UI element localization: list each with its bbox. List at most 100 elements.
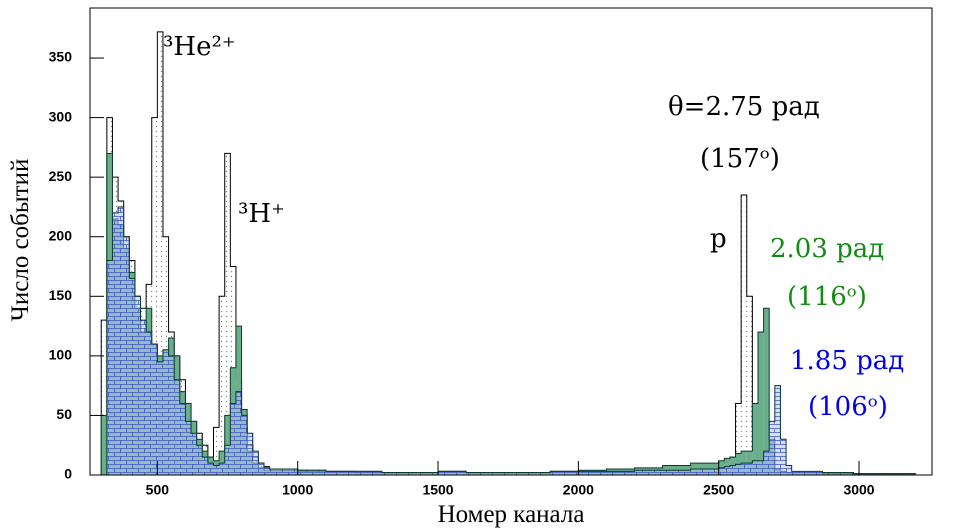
annotation: (116ᵒ) — [787, 282, 867, 312]
bar — [381, 472, 410, 475]
bar — [162, 349, 169, 475]
bar — [207, 463, 214, 475]
bar — [550, 471, 579, 475]
annotation: p — [710, 224, 727, 254]
bar — [763, 308, 770, 475]
y-tick-label: 200 — [49, 227, 73, 243]
bar — [101, 320, 107, 475]
bar — [578, 471, 607, 475]
bar — [494, 472, 523, 475]
bar — [185, 421, 192, 475]
bar — [235, 391, 242, 475]
bar — [718, 467, 725, 475]
bar — [780, 439, 787, 475]
bar — [438, 471, 467, 475]
y-tick-label: 0 — [64, 466, 72, 482]
y-tick-label: 50 — [56, 406, 72, 422]
x-tick-label: 1000 — [282, 482, 313, 498]
x-tick-label: 1500 — [422, 482, 453, 498]
bar — [724, 466, 730, 475]
bar — [219, 296, 225, 475]
bar — [230, 403, 236, 475]
annotation: ³H⁺ — [238, 199, 285, 229]
bar — [112, 212, 119, 476]
bar — [884, 473, 916, 475]
annotation: (157ᵒ) — [700, 144, 780, 174]
bar — [786, 465, 792, 475]
bar — [741, 195, 747, 475]
bar — [258, 463, 265, 475]
bar — [264, 467, 270, 475]
bar — [735, 464, 742, 475]
bar — [241, 415, 248, 475]
bar — [741, 463, 747, 475]
bar — [757, 460, 764, 475]
bar — [168, 355, 175, 475]
bar — [757, 332, 764, 475]
histogram-outline — [101, 206, 916, 476]
x-tick-label: 2000 — [563, 482, 594, 498]
bar — [752, 460, 758, 475]
bar — [763, 451, 770, 475]
histogram-series — [101, 206, 916, 476]
x-axis-label: Номер канала — [438, 501, 585, 528]
legend-label: 2.03 рад — [770, 234, 884, 264]
bar — [634, 470, 663, 475]
bar — [791, 471, 823, 475]
bar — [297, 470, 326, 475]
bar — [735, 403, 742, 475]
bar — [129, 278, 135, 475]
bar — [123, 236, 130, 475]
bar — [134, 296, 141, 475]
x-tick-label: 500 — [146, 482, 170, 498]
bar — [118, 206, 124, 475]
y-tick-label: 150 — [49, 287, 73, 303]
annotation: (106ᵒ) — [808, 392, 888, 422]
bar — [662, 470, 691, 475]
plot-frame — [89, 7, 933, 476]
bar — [196, 445, 203, 475]
bar — [224, 153, 231, 475]
bar — [752, 403, 758, 475]
bar — [409, 472, 439, 475]
bar — [325, 471, 354, 475]
plot-area — [100, 31, 916, 476]
bar — [140, 320, 147, 475]
bar — [157, 361, 163, 475]
annotation: ³He²⁺ — [163, 32, 236, 62]
bar — [247, 433, 253, 475]
bar — [174, 379, 180, 475]
bar — [101, 415, 107, 475]
legend-label: θ=2.75 рад — [668, 92, 820, 122]
bar — [690, 469, 719, 475]
bar — [157, 31, 163, 475]
bar — [224, 445, 231, 475]
bar — [729, 465, 736, 475]
y-tick-label: 100 — [49, 347, 73, 363]
bar — [213, 465, 220, 475]
bar — [191, 433, 197, 475]
bar — [219, 463, 225, 475]
bar — [252, 451, 259, 475]
bar — [746, 296, 753, 475]
bar — [106, 260, 113, 475]
bar — [746, 463, 753, 475]
legend-label: 1.85 рад — [790, 346, 904, 376]
bar — [774, 385, 781, 475]
bar — [146, 332, 152, 475]
bar — [151, 117, 158, 475]
y-tick-label: 350 — [49, 49, 73, 65]
bar — [269, 469, 298, 475]
bar — [522, 472, 551, 475]
bar — [769, 421, 775, 475]
y-tick-label: 300 — [49, 108, 73, 124]
y-tick-label: 250 — [49, 168, 73, 184]
x-tick-label: 3000 — [843, 482, 874, 498]
bar — [822, 472, 854, 475]
bar — [179, 403, 186, 475]
bar — [353, 471, 382, 475]
bar — [853, 473, 885, 475]
y-axis-label: Число событий — [7, 159, 34, 322]
x-tick-label: 2500 — [703, 482, 734, 498]
